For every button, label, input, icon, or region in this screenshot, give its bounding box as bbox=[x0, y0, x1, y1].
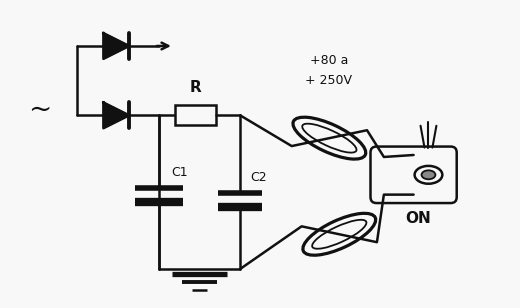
Text: ~: ~ bbox=[29, 97, 51, 124]
Ellipse shape bbox=[303, 213, 375, 255]
Polygon shape bbox=[103, 103, 129, 128]
FancyBboxPatch shape bbox=[370, 147, 457, 203]
Bar bbox=[175, 105, 216, 125]
Ellipse shape bbox=[312, 220, 367, 249]
Text: ON: ON bbox=[406, 211, 432, 226]
Polygon shape bbox=[103, 33, 129, 59]
Text: + 250V: + 250V bbox=[305, 74, 352, 87]
Text: +80 a: +80 a bbox=[309, 54, 348, 67]
Text: C1: C1 bbox=[171, 166, 187, 179]
Text: C2: C2 bbox=[250, 171, 267, 184]
Ellipse shape bbox=[302, 124, 357, 153]
Ellipse shape bbox=[414, 166, 443, 184]
Text: R: R bbox=[190, 80, 201, 95]
Ellipse shape bbox=[422, 170, 435, 179]
Ellipse shape bbox=[293, 117, 366, 159]
